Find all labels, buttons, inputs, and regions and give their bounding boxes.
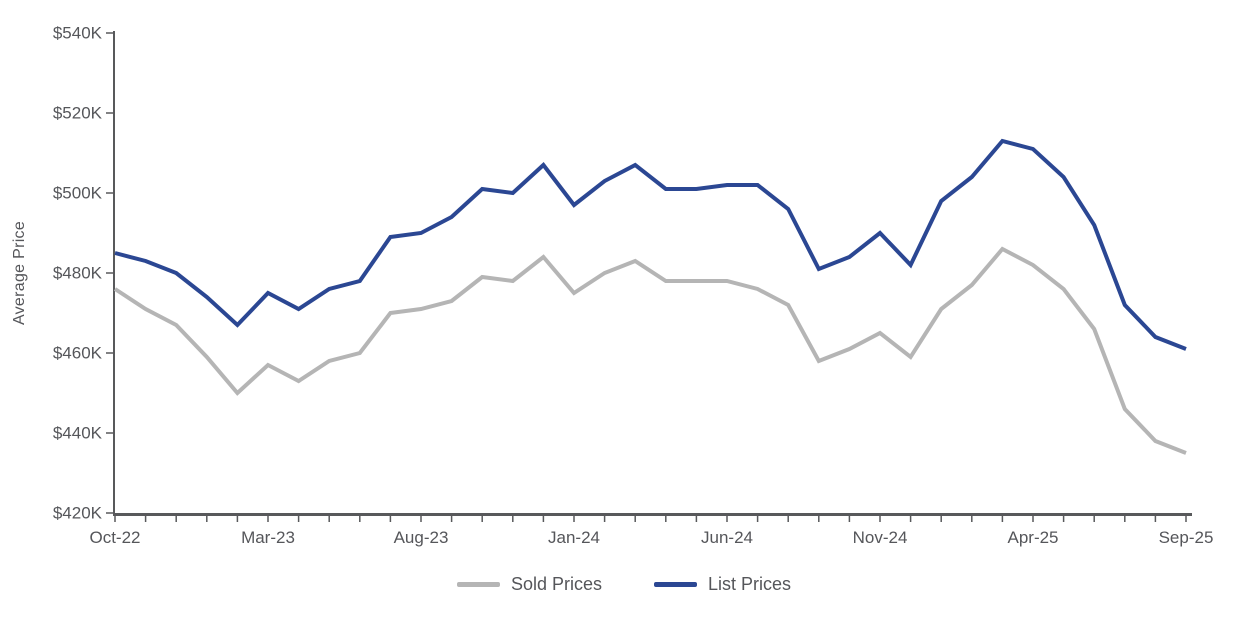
list-prices-swatch (654, 582, 697, 587)
list-prices-line (114, 138, 1187, 351)
x-tick-label: Oct-22 (89, 528, 140, 547)
y-tick-label: $420K (53, 504, 103, 523)
x-tick-label: Jan-24 (548, 528, 600, 547)
y-tick-label: $540K (53, 24, 103, 43)
y-tick-label: $520K (53, 104, 103, 123)
x-tick-label: Aug-23 (394, 528, 449, 547)
sold-prices-line (113, 246, 1187, 455)
sold-prices-label: Sold Prices (510, 574, 602, 594)
x-tick-label: Nov-24 (853, 528, 908, 547)
legend-item-sold-prices: Sold Prices (456, 574, 602, 595)
y-tick-label: $440K (53, 424, 103, 443)
y-tick-label: $460K (53, 344, 103, 363)
sold-prices-swatch (456, 582, 500, 587)
x-axis-ticks: Oct-22 Mar-23 Aug-23 Jan-24 Jun-24 Nov-24 Apr-… (89, 514, 1214, 547)
y-axis-title: Average Price (11, 221, 28, 325)
legend-item-list-prices: List Prices (654, 574, 791, 595)
list-prices-label: List Prices (708, 574, 792, 594)
y-axis-ticks: $420K $440K $460K $480K $500K $520K $540K (53, 24, 114, 523)
x-tick-label: Sep-25 (1159, 528, 1214, 547)
legend: Sold Prices List Prices (0, 574, 1248, 595)
x-tick-label: Jun-24 (701, 528, 753, 547)
x-tick-label: Mar-23 (241, 528, 295, 547)
y-tick-label: $500K (53, 184, 103, 203)
axes (113, 31, 1192, 516)
x-tick-label: Apr-25 (1007, 528, 1058, 547)
y-tick-label: $480K (53, 264, 103, 283)
